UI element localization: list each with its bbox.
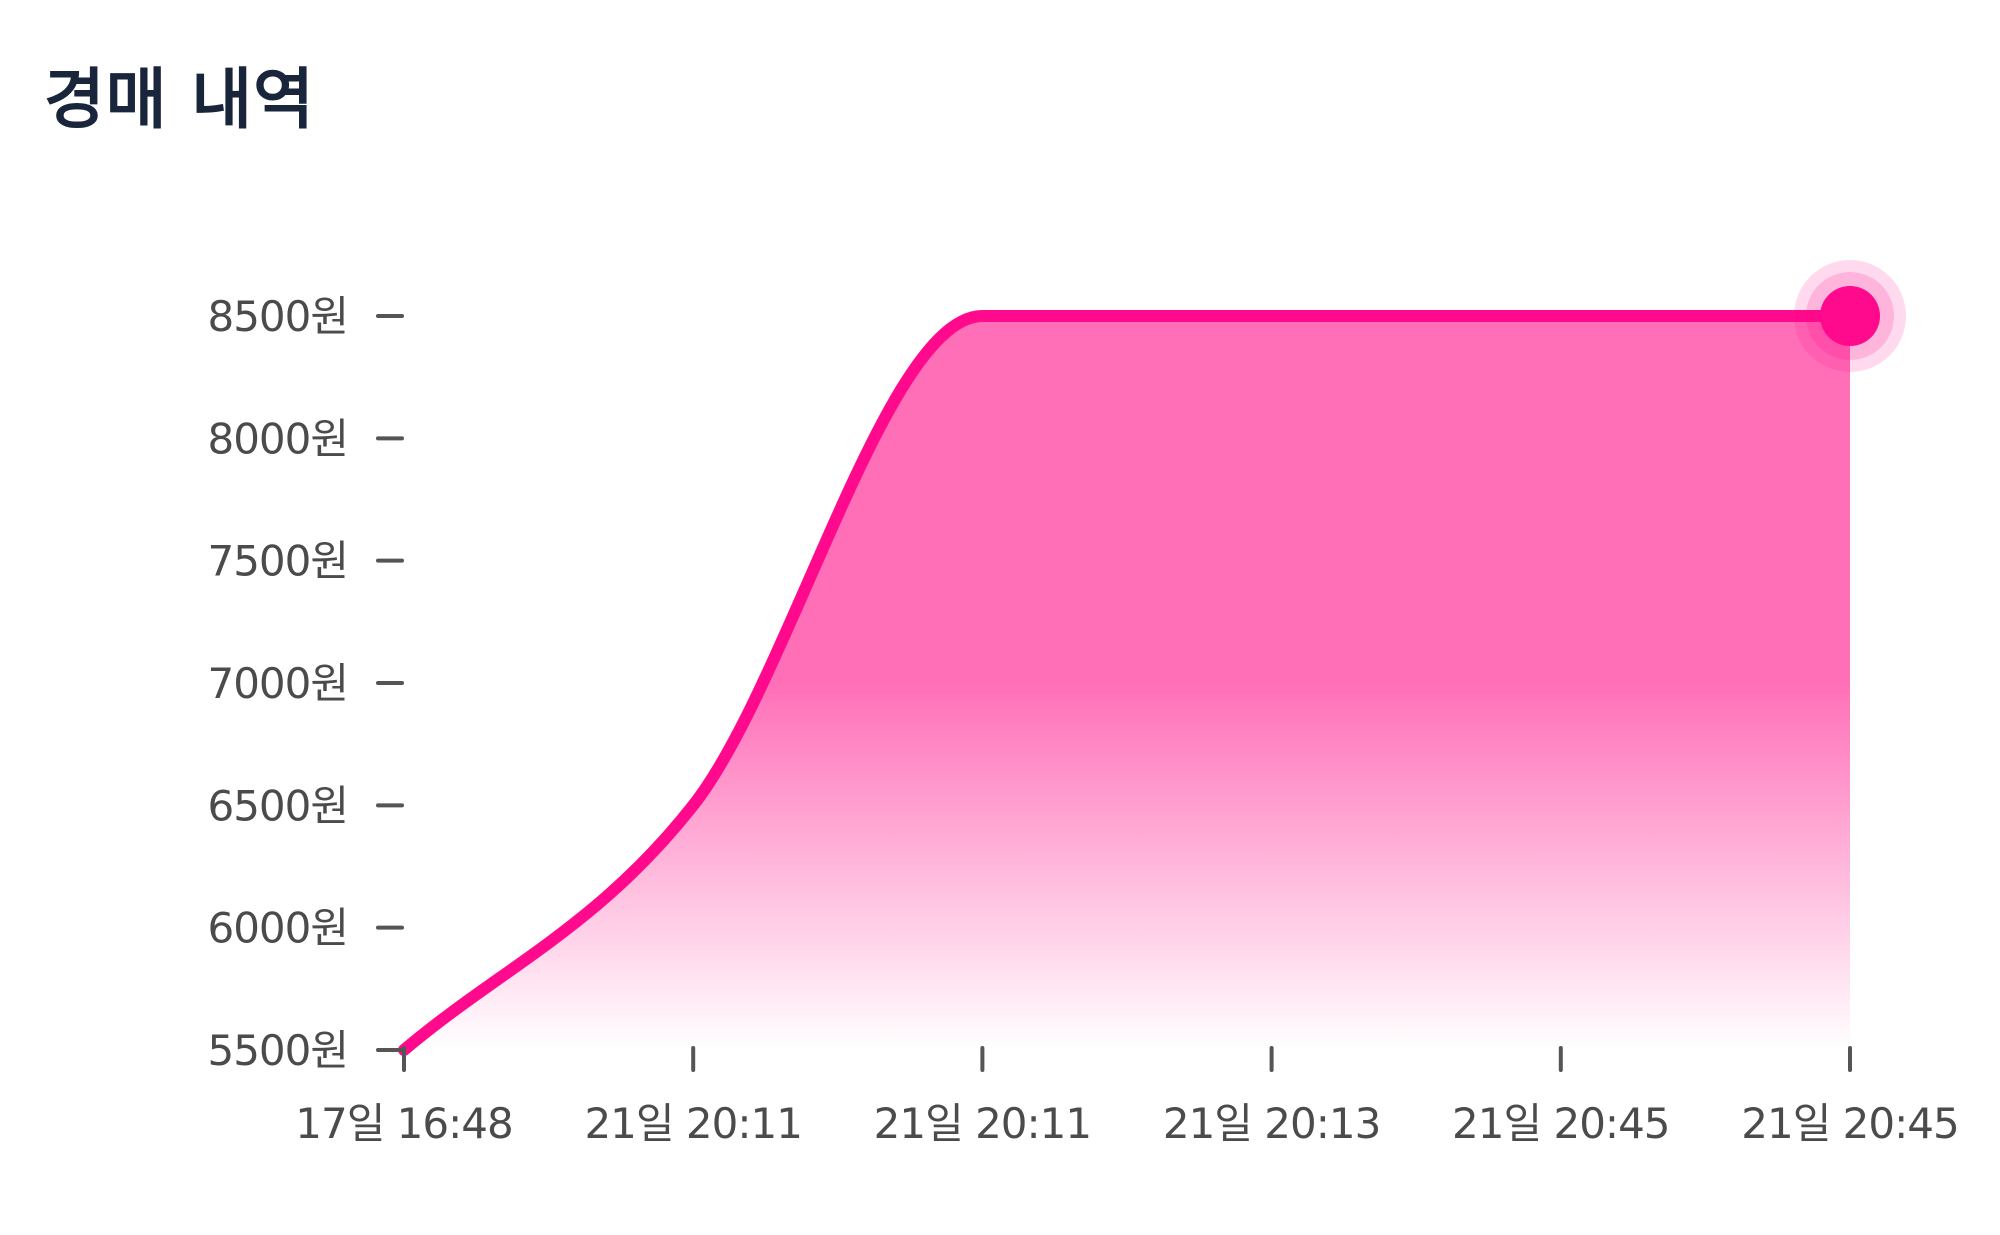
y-axis: 5500원 6000원 6500원 7000원 7500원 8000원 8500원 [207, 292, 404, 1075]
x-tick-label: 21일 20:11 [584, 1099, 801, 1148]
price-series-line [398, 309, 1856, 1056]
x-tick-label: 17일 16:48 [295, 1099, 512, 1148]
price-area-fill [404, 316, 1850, 1050]
area-layer [404, 316, 1850, 1050]
y-tick-label: 5500원 [207, 1026, 348, 1075]
x-axis: 17일 16:48 21일 20:11 21일 20:11 21일 20:13 21일 … [295, 1046, 1960, 1148]
point-layer [1794, 260, 1906, 372]
x-tick-label: 21일 20:45 [1741, 1099, 1958, 1148]
y-tick-label: 6500원 [207, 781, 348, 830]
y-tick-label: 8000원 [207, 414, 348, 463]
x-tick-label: 21일 20:11 [874, 1099, 1091, 1148]
y-tick-label: 7000원 [207, 659, 348, 708]
x-tick-label: 21일 20:13 [1163, 1099, 1380, 1148]
page-title: 경매 내역 [44, 61, 315, 138]
y-tick-label: 7500원 [207, 537, 348, 586]
x-tick-label: 21일 20:45 [1452, 1099, 1669, 1148]
last-point-marker [1820, 286, 1880, 346]
line-layer [398, 309, 1856, 1056]
y-tick-label: 8500원 [207, 292, 348, 341]
y-tick-label: 6000원 [207, 904, 348, 953]
